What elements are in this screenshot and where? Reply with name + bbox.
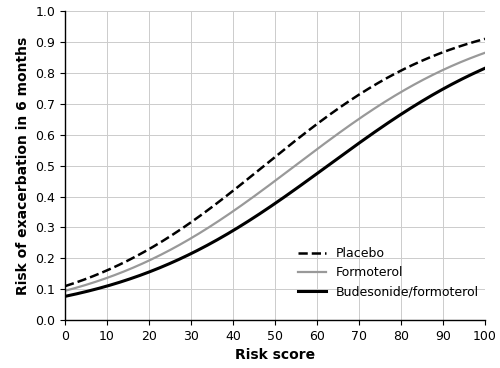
Budesonide/formoterol [312, 173, 318, 177]
X-axis label: Risk score: Risk score [235, 348, 315, 362]
Placebo [62, 284, 68, 289]
Budesonide/formoterol [482, 66, 488, 70]
Line: Placebo: Placebo [65, 39, 485, 286]
Formoterol [290, 166, 296, 170]
Line: Formoterol: Formoterol [65, 53, 485, 291]
Formoterol [62, 289, 68, 293]
Formoterol [264, 185, 270, 189]
Placebo [290, 141, 296, 145]
Budesonide/formoterol [290, 189, 296, 194]
Placebo [482, 37, 488, 41]
Budesonide/formoterol [472, 71, 478, 75]
Y-axis label: Risk of exacerbation in 6 months: Risk of exacerbation in 6 months [16, 36, 30, 295]
Formoterol [482, 50, 488, 55]
Budesonide/formoterol [264, 207, 270, 211]
Line: Budesonide/formoterol: Budesonide/formoterol [65, 68, 485, 296]
Budesonide/formoterol [406, 107, 412, 111]
Placebo [312, 123, 318, 128]
Formoterol [472, 54, 478, 59]
Placebo [264, 161, 270, 166]
Placebo [262, 163, 268, 168]
Budesonide/formoterol [62, 294, 68, 298]
Formoterol [406, 85, 412, 89]
Placebo [472, 39, 478, 44]
Legend: Placebo, Formoterol, Budesonide/formoterol: Placebo, Formoterol, Budesonide/formoter… [298, 247, 479, 298]
Placebo [406, 64, 412, 69]
Budesonide/formoterol [262, 208, 268, 213]
Formoterol [312, 149, 318, 153]
Formoterol [262, 187, 268, 191]
